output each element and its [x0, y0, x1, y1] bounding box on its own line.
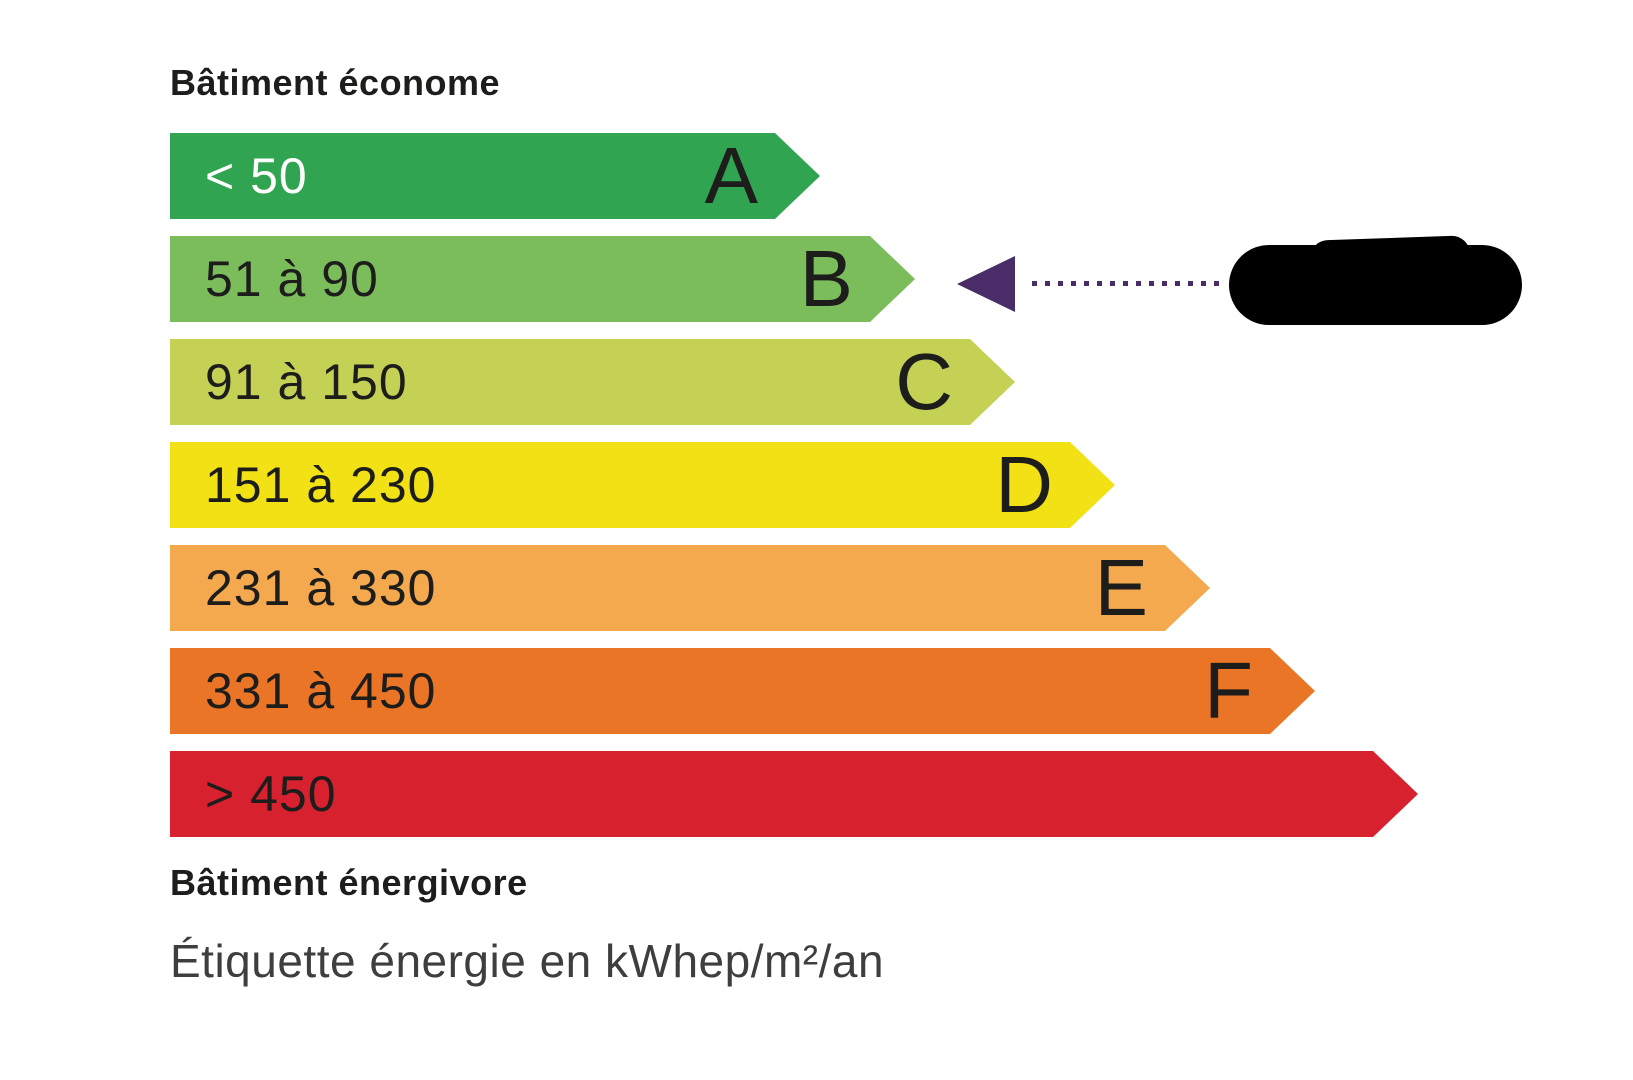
range-label-d: 151 à 230 [205, 457, 437, 513]
class-letter-e: E [1094, 543, 1148, 632]
range-label-c: 91 à 150 [205, 354, 408, 410]
dotted-leader-line [1032, 281, 1224, 286]
class-letter-d: D [995, 440, 1053, 529]
class-letter-c: C [895, 337, 953, 426]
energy-class-bar-d: 151 à 230 D [170, 442, 1115, 528]
energy-class-bar-g: > 450 [170, 751, 1418, 837]
class-letter-f: F [1204, 646, 1253, 735]
class-letter-b: B [799, 234, 853, 323]
range-label-g: > 450 [205, 766, 337, 822]
energy-intensive-building-label: Bâtiment énergivore [170, 862, 528, 903]
energy-class-bar-f: 331 à 450 F [170, 648, 1315, 734]
energy-class-bar-c: 91 à 150 C [170, 339, 1015, 425]
range-label-a: < 50 [205, 148, 308, 204]
energy-class-bar-e: 231 à 330 E [170, 545, 1210, 631]
range-label-e: 231 à 330 [205, 560, 437, 616]
class-letter-a: A [704, 131, 758, 220]
energy-label-caption: Étiquette énergie en kWhep/m²/an [170, 935, 885, 987]
economical-building-label: Bâtiment économe [170, 62, 501, 103]
range-label-f: 331 à 450 [205, 663, 437, 719]
range-label-b: 51 à 90 [205, 251, 379, 307]
energy-class-bar-a: < 50 A [170, 133, 820, 219]
energy-class-scale: < 50 A 51 à 90 B 91 à 150 C 151 à 230 D … [170, 133, 1418, 837]
redacted-value-blob [1229, 245, 1522, 325]
energy-class-bar-b: 51 à 90 B [170, 236, 915, 322]
